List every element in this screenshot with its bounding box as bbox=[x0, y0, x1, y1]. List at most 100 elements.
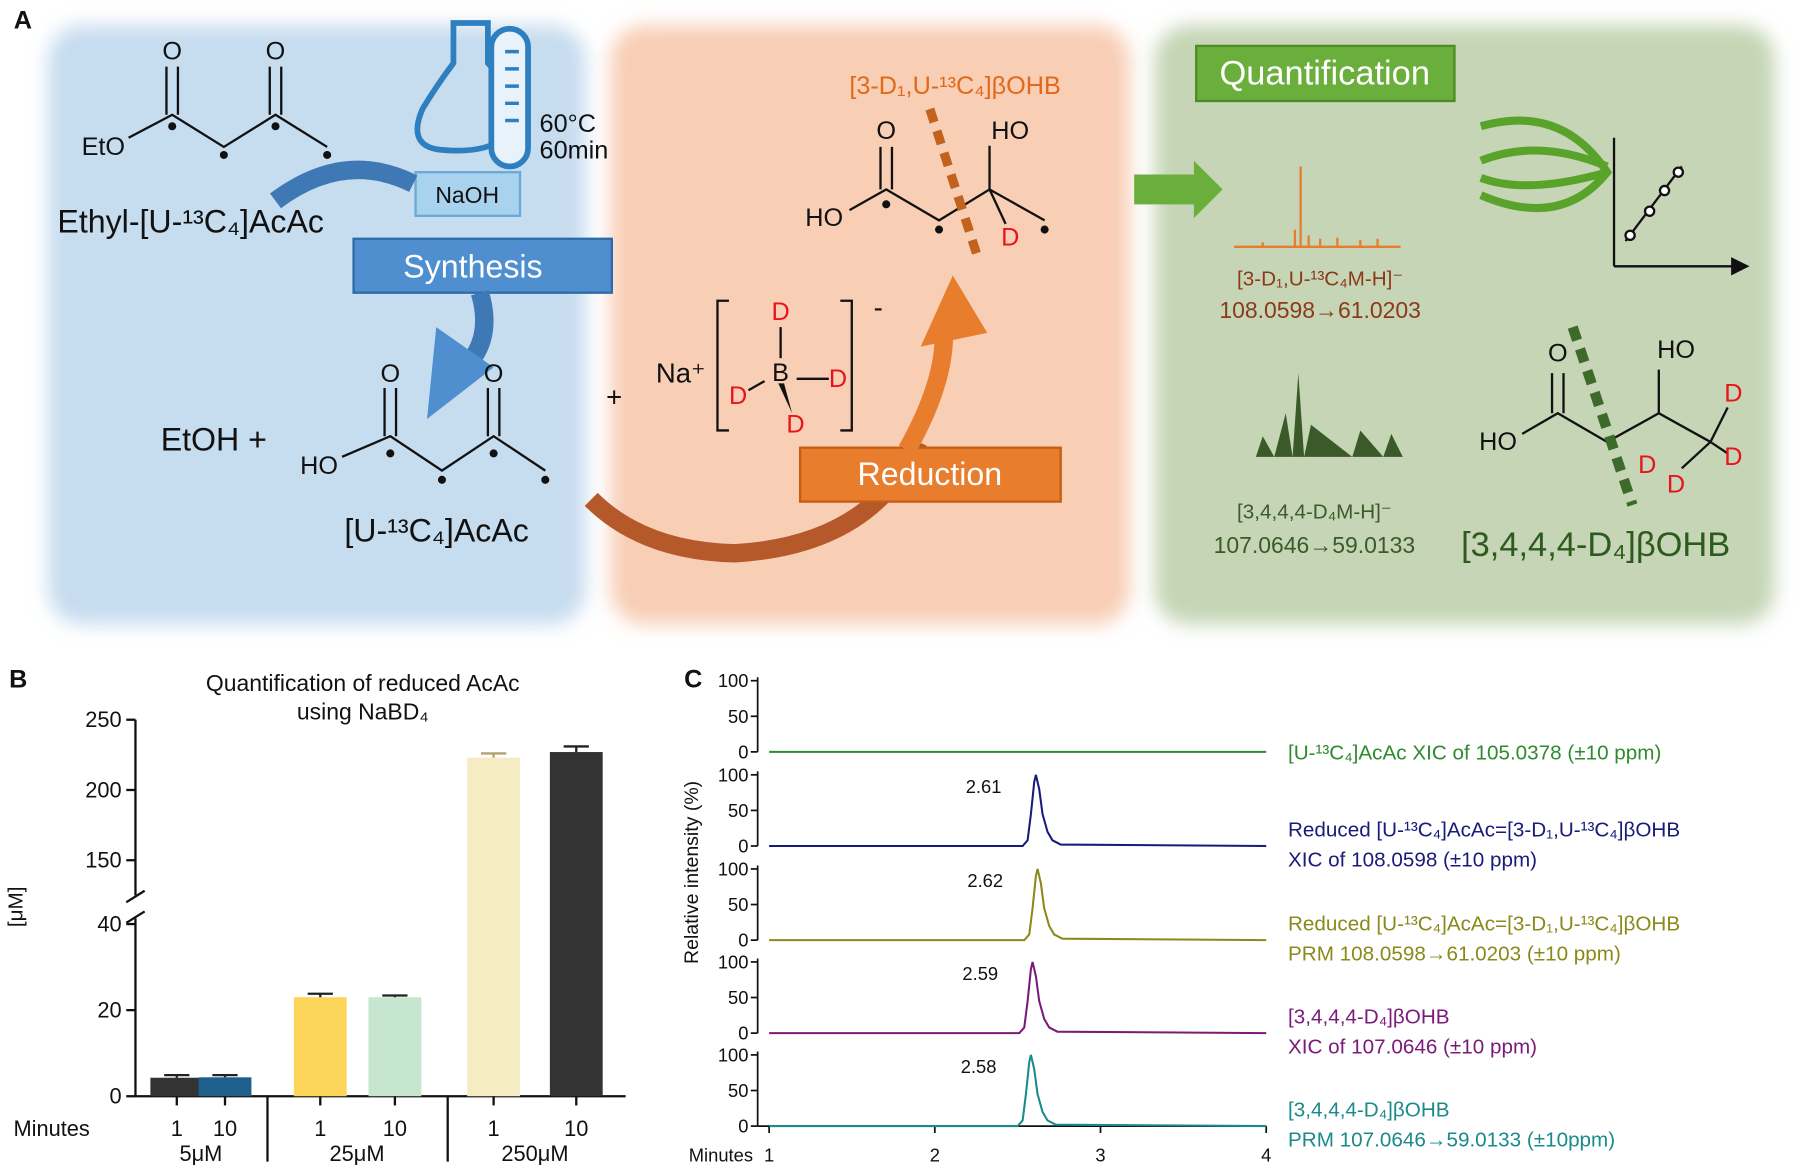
error-bar bbox=[563, 745, 589, 753]
diagram-label: EtO bbox=[82, 133, 126, 161]
synthesis-arrow-top bbox=[270, 160, 418, 209]
legend-label: [3,4,4,4-D₄]βOHB bbox=[1288, 1006, 1450, 1029]
bar bbox=[198, 1077, 252, 1097]
x-tick-label: 10 bbox=[383, 1116, 407, 1141]
axis-break bbox=[125, 889, 146, 924]
legend-label: [3,4,4,4-D₄]βOHB bbox=[1288, 1099, 1450, 1122]
diagram-label: HO bbox=[300, 452, 338, 480]
y-tick-label: 20 bbox=[97, 998, 121, 1023]
synthesis-arrowhead bbox=[427, 327, 494, 419]
x-tick-label: 4 bbox=[1261, 1144, 1271, 1165]
diagram-label: Quantification bbox=[1219, 54, 1429, 92]
naoh-box bbox=[414, 171, 522, 217]
legend-label: XIC of 108.0598 (±10 ppm) bbox=[1288, 848, 1537, 871]
y-tick-label: 100 bbox=[718, 764, 749, 785]
y-tick-label: 100 bbox=[718, 858, 749, 879]
peak-label: 2.61 bbox=[966, 776, 1002, 797]
diagram-label: D bbox=[1724, 443, 1742, 471]
diagram-label: EtOH + bbox=[161, 422, 267, 458]
diagram-label: D bbox=[1001, 224, 1019, 252]
diagram-label: NaOH bbox=[435, 182, 499, 208]
y-tick-label: 0 bbox=[738, 930, 748, 951]
panel-a bbox=[48, 20, 1775, 625]
trace bbox=[769, 1054, 1267, 1128]
diagram-label: O bbox=[162, 38, 182, 66]
x-tick-label: 1 bbox=[314, 1116, 326, 1141]
y-tick-label: 40 bbox=[97, 912, 121, 937]
diagram-label: HO bbox=[805, 204, 843, 232]
y-tick-label: 250 bbox=[85, 707, 121, 732]
x-axis-label: Minutes bbox=[689, 1144, 753, 1165]
legend-label: PRM 107.0646→59.0133 (±10ppm) bbox=[1288, 1128, 1615, 1151]
y-tick-label: 100 bbox=[718, 1044, 749, 1065]
reduction-background bbox=[610, 25, 1130, 625]
calibration-line bbox=[1624, 165, 1683, 242]
y-tick-label: 200 bbox=[85, 777, 121, 802]
diagram-label: O bbox=[1548, 340, 1568, 368]
diagram-label: D bbox=[771, 298, 789, 326]
diagram-label: O bbox=[266, 38, 286, 66]
thermometer-scale bbox=[505, 49, 519, 123]
error-bar bbox=[382, 994, 408, 998]
diagram-label: Reduction bbox=[858, 456, 1003, 492]
peak-label: 2.58 bbox=[961, 1056, 997, 1077]
y-tick-label: 50 bbox=[728, 1080, 748, 1101]
diagram-label: 60°C bbox=[540, 110, 596, 138]
y-tick-label: 0 bbox=[738, 741, 748, 762]
legend-label: Reduced [U-¹³C₄]AcAc=[3-D₁,U-¹³C₄]βOHB bbox=[1288, 818, 1680, 841]
diagram-label: HO bbox=[1657, 336, 1695, 364]
x-tick-label: 1 bbox=[488, 1116, 500, 1141]
diagram-label: Ethyl-[U-¹³C₄]AcAc bbox=[57, 204, 324, 240]
standard-cleavage-line bbox=[1567, 325, 1638, 507]
group-label: 25μM bbox=[330, 1141, 385, 1166]
diagram-label: 107.0646→59.0133 bbox=[1214, 532, 1416, 558]
orbitrap-icon bbox=[1479, 116, 1613, 213]
diagram-label: [U-¹³C₄]AcAc bbox=[344, 512, 528, 548]
diagram-label: Synthesis bbox=[403, 248, 542, 284]
legend-label: Reduced [U-¹³C₄]AcAc=[3-D₁,U-¹³C₄]βOHB bbox=[1288, 913, 1680, 936]
y-axis-label: [μM] bbox=[5, 887, 28, 928]
reduction-arrowhead bbox=[920, 275, 988, 347]
diagram-label: [3-D₁,U-¹³C₄]βOHB bbox=[849, 72, 1061, 100]
y-tick-label: 100 bbox=[718, 670, 749, 691]
x-axis-label: Minutes bbox=[13, 1116, 89, 1141]
diagram-label: + bbox=[606, 382, 622, 413]
ethyl-acac-bonds bbox=[128, 66, 328, 149]
diagram-label: [3,4,4,4-D₄M-H]⁻ bbox=[1237, 500, 1392, 523]
panel-b: B Quantification of reduced AcAc using NaB… bbox=[5, 666, 626, 1166]
peak-label: 2.59 bbox=[962, 963, 998, 984]
error-bar bbox=[480, 752, 507, 758]
bar bbox=[368, 997, 422, 1097]
x-tick-label: 2 bbox=[930, 1144, 940, 1165]
diagram-label: 60min bbox=[540, 136, 609, 164]
bar bbox=[549, 752, 603, 1097]
group-label: 5μM bbox=[179, 1141, 222, 1166]
diagram-label: O bbox=[876, 117, 896, 145]
diagram-label: Na⁺ bbox=[656, 358, 706, 389]
diagram-label: B bbox=[772, 359, 789, 387]
diagram-label: HO bbox=[991, 117, 1029, 145]
peak-label: 2.62 bbox=[967, 870, 1003, 891]
group-label: 250μM bbox=[501, 1141, 568, 1166]
y-tick-label: 0 bbox=[738, 835, 748, 856]
chart-title: using NaBD₄ bbox=[297, 699, 429, 725]
diagram-label: - bbox=[874, 292, 883, 323]
diagram-label: O bbox=[380, 360, 400, 388]
error-bar bbox=[212, 1073, 238, 1078]
diagram-label: D bbox=[829, 365, 847, 393]
y-tick-label: 100 bbox=[718, 951, 749, 972]
calibration-points bbox=[1624, 166, 1685, 242]
trace bbox=[769, 961, 1267, 1035]
acac-bonds bbox=[341, 387, 546, 473]
legend-label: PRM 108.0598→61.0203 (±10 ppm) bbox=[1288, 942, 1621, 965]
diagram-label: HO bbox=[1479, 428, 1517, 456]
error-bar bbox=[164, 1073, 190, 1078]
panel-label: B bbox=[9, 666, 27, 694]
x-tick-label: 1 bbox=[764, 1144, 774, 1165]
diagram-label: D bbox=[1724, 380, 1742, 408]
y-tick-label: 50 bbox=[728, 706, 748, 727]
y-axis-label: Relative intensity (%) bbox=[681, 781, 703, 964]
